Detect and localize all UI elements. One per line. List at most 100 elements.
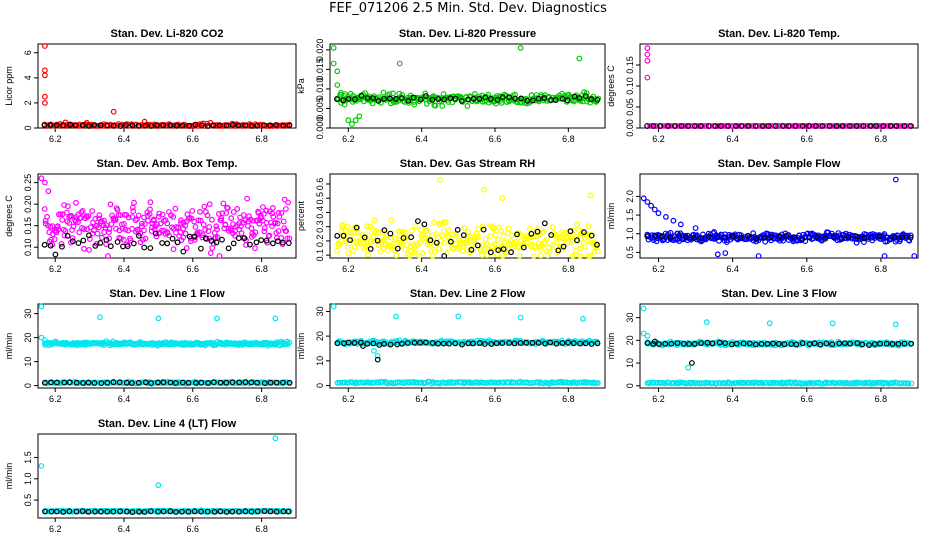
data-point — [483, 252, 490, 259]
data-point — [345, 250, 352, 257]
data-point — [644, 199, 651, 205]
data-point — [680, 340, 687, 347]
data-point — [537, 252, 544, 259]
data-point — [351, 244, 358, 251]
data-point — [542, 340, 548, 347]
data-point — [452, 95, 459, 102]
data-point — [330, 303, 337, 310]
data-point — [799, 236, 805, 243]
data-point — [499, 340, 506, 347]
data-point — [514, 231, 520, 238]
data-point — [499, 253, 506, 259]
data-point — [52, 251, 59, 258]
data-point — [408, 234, 415, 241]
data-point — [845, 234, 852, 241]
data-point — [799, 123, 806, 129]
data-point — [836, 340, 843, 347]
data-point — [166, 232, 173, 239]
data-point — [822, 235, 829, 242]
data-point — [351, 340, 358, 346]
data-point — [725, 379, 732, 386]
data-point — [267, 379, 274, 386]
data-point — [217, 379, 224, 386]
data-point — [134, 226, 141, 233]
data-point — [45, 188, 52, 195]
data-point — [393, 313, 399, 320]
data-point — [505, 225, 512, 232]
data-point — [377, 248, 384, 255]
data-point — [685, 364, 692, 371]
data-point — [147, 199, 154, 206]
data-point — [500, 233, 507, 240]
data-point — [360, 343, 366, 349]
data-point — [47, 122, 54, 128]
data-point — [338, 89, 344, 96]
data-point — [66, 508, 73, 515]
data-point — [371, 217, 378, 224]
data-point — [746, 340, 753, 347]
chart-title: Stan. Dev. Li-820 CO2 — [111, 28, 224, 40]
data-point — [494, 251, 501, 258]
data-point — [492, 379, 499, 386]
data-point — [114, 206, 121, 213]
x-tick-label: 6.6 — [489, 264, 502, 274]
data-point — [370, 95, 377, 101]
data-point — [154, 221, 160, 228]
y-tick-label: 0.00 — [625, 119, 635, 137]
data-point — [142, 122, 149, 129]
data-point — [780, 123, 786, 129]
data-point — [441, 253, 448, 259]
data-point — [587, 252, 594, 259]
data-point — [574, 237, 580, 244]
data-point — [64, 203, 71, 210]
data-point — [42, 67, 48, 74]
data-point — [104, 379, 111, 386]
data-point — [261, 225, 268, 232]
data-point — [667, 234, 674, 241]
data-point — [218, 215, 225, 222]
data-point — [87, 224, 94, 231]
data-point — [826, 123, 833, 129]
data-point — [393, 252, 400, 259]
data-point — [120, 243, 126, 250]
data-point — [491, 241, 498, 248]
data-point — [141, 509, 148, 515]
data-point — [557, 234, 564, 241]
data-point — [112, 217, 119, 223]
data-point — [652, 233, 659, 240]
data-point — [352, 380, 359, 387]
data-point — [811, 340, 818, 347]
x-tick-label: 6.8 — [562, 134, 575, 144]
data-point — [393, 95, 399, 102]
x-tick-label: 6.8 — [562, 394, 575, 404]
data-point — [417, 339, 424, 346]
data-point — [399, 95, 405, 101]
data-point — [189, 208, 196, 214]
data-point — [79, 508, 86, 515]
data-point — [357, 241, 364, 247]
data-point — [38, 463, 45, 469]
data-point — [770, 340, 776, 347]
data-point — [648, 202, 654, 209]
data-point — [248, 225, 255, 232]
data-point — [733, 340, 740, 347]
data-point — [722, 250, 729, 257]
data-point — [847, 123, 853, 129]
data-point — [81, 245, 87, 252]
data-point — [399, 91, 406, 98]
data-point — [186, 122, 193, 129]
y-tick-label: 0.15 — [625, 56, 635, 74]
data-point — [75, 240, 82, 247]
data-point — [554, 239, 560, 246]
data-point — [185, 508, 192, 515]
data-point — [576, 55, 583, 62]
data-point — [270, 240, 276, 247]
data-point — [98, 508, 104, 515]
data-point — [520, 244, 527, 251]
data-point — [219, 236, 225, 243]
data-point — [109, 212, 115, 219]
data-point — [123, 379, 130, 386]
y-tick-label: 0.10 — [625, 77, 635, 95]
data-point — [208, 216, 215, 223]
data-point — [42, 508, 48, 515]
